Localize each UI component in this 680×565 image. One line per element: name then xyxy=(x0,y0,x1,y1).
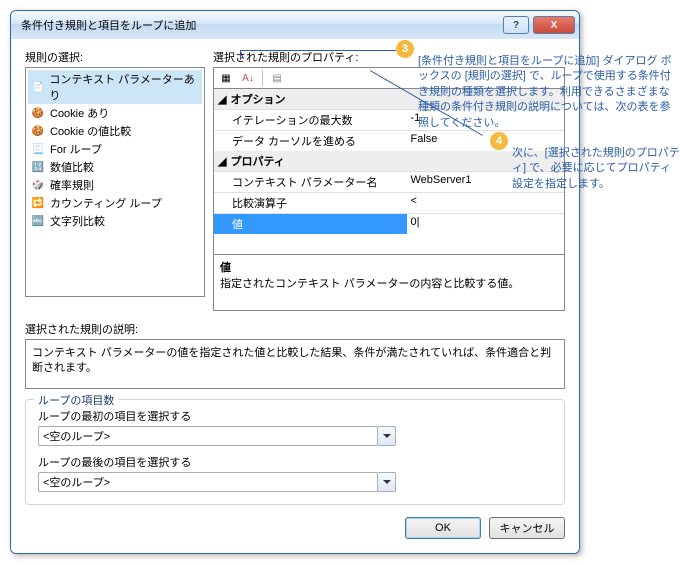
rule-icon: 🍪 xyxy=(30,123,46,139)
rule-label: Cookie あり xyxy=(50,105,109,121)
rule-icon: 🔢 xyxy=(30,159,46,175)
combo-value: <空のループ> xyxy=(38,426,378,446)
rule-list[interactable]: 📄コンテキスト パラメーターあり 🍪Cookie あり 🍪Cookie の値比較… xyxy=(25,67,205,297)
loop-items-fieldset: ループの項目数 ループの最初の項目を選択する <空のループ> ループの最後の項目… xyxy=(25,399,565,505)
rule-select-label: 規則の選択: xyxy=(25,49,205,65)
rule-item[interactable]: 🔁カウンティング ループ xyxy=(28,194,202,212)
callout-line xyxy=(240,50,396,51)
callout-num-3: 3 xyxy=(396,40,414,58)
rule-label: For ループ xyxy=(50,141,102,157)
categorize-icon[interactable]: ▦ xyxy=(218,70,234,86)
pg-row[interactable]: 値0 xyxy=(214,213,564,234)
callout-line xyxy=(240,50,241,60)
expand-icon: ◢ xyxy=(218,93,226,106)
ok-button[interactable]: OK xyxy=(405,517,481,539)
loop-items-legend: ループの項目数 xyxy=(34,392,118,408)
property-pages-icon[interactable]: ▤ xyxy=(269,70,285,86)
rule-icon: 🍪 xyxy=(30,105,46,121)
callout-num-4: 4 xyxy=(490,132,508,150)
chevron-down-icon[interactable] xyxy=(378,426,396,446)
desc-text: 指定されたコンテキスト パラメーターの内容と比較する値。 xyxy=(220,275,558,291)
rule-item[interactable]: 🍪Cookie あり xyxy=(28,104,202,122)
expand-icon: ◢ xyxy=(218,155,226,168)
separator xyxy=(262,70,263,86)
last-item-label: ループの最後の項目を選択する xyxy=(38,454,552,470)
close-button[interactable]: X xyxy=(533,16,575,34)
rule-label: 文字列比較 xyxy=(50,213,105,229)
combo-value: <空のループ> xyxy=(38,472,378,492)
first-item-label: ループの最初の項目を選択する xyxy=(38,408,552,424)
rule-icon: 📄 xyxy=(30,79,45,95)
rule-label: Cookie の値比較 xyxy=(50,123,131,139)
explain-box: コンテキスト パラメーターの値を指定された値と比較した結果、条件が満たされていれ… xyxy=(25,339,565,389)
rule-label: コンテキスト パラメーターあり xyxy=(49,71,200,103)
first-item-combo[interactable]: <空のループ> xyxy=(38,426,552,446)
rule-label: 数値比較 xyxy=(50,159,94,175)
rule-label: 確率規則 xyxy=(50,177,94,193)
window-title: 条件付き規則と項目をループに追加 xyxy=(21,17,499,33)
pg-row[interactable]: 比較演算子< xyxy=(214,192,564,213)
rule-item[interactable]: 📃For ループ xyxy=(28,140,202,158)
cancel-button[interactable]: キャンセル xyxy=(489,517,565,539)
rule-icon: 📃 xyxy=(30,141,46,157)
last-item-combo[interactable]: <空のループ> xyxy=(38,472,552,492)
chevron-down-icon[interactable] xyxy=(378,472,396,492)
rule-icon: 🎲 xyxy=(30,177,46,193)
desc-title: 値 xyxy=(220,259,558,275)
help-button[interactable]: ? xyxy=(503,16,529,34)
rule-item[interactable]: 🎲確率規則 xyxy=(28,176,202,194)
explain-label: 選択された規則の説明: xyxy=(25,321,565,337)
sort-icon[interactable]: A↓ xyxy=(240,70,256,86)
rule-icon: 🔁 xyxy=(30,195,46,211)
rule-item[interactable]: 📄コンテキスト パラメーターあり xyxy=(28,70,202,104)
callout-4: 次に、[選択された規則のプロパティ] で、必要に応じてプロパティ設定を指定します… xyxy=(512,146,680,192)
rule-label: カウンティング ループ xyxy=(50,195,162,211)
rule-icon: 🔤 xyxy=(30,213,46,229)
rule-item[interactable]: 🍪Cookie の値比較 xyxy=(28,122,202,140)
property-description: 値 指定されたコンテキスト パラメーターの内容と比較する値。 xyxy=(213,255,565,311)
rule-item[interactable]: 🔤文字列比較 xyxy=(28,212,202,230)
rule-item[interactable]: 🔢数値比較 xyxy=(28,158,202,176)
titlebar: 条件付き規則と項目をループに追加 ? X xyxy=(11,11,579,39)
